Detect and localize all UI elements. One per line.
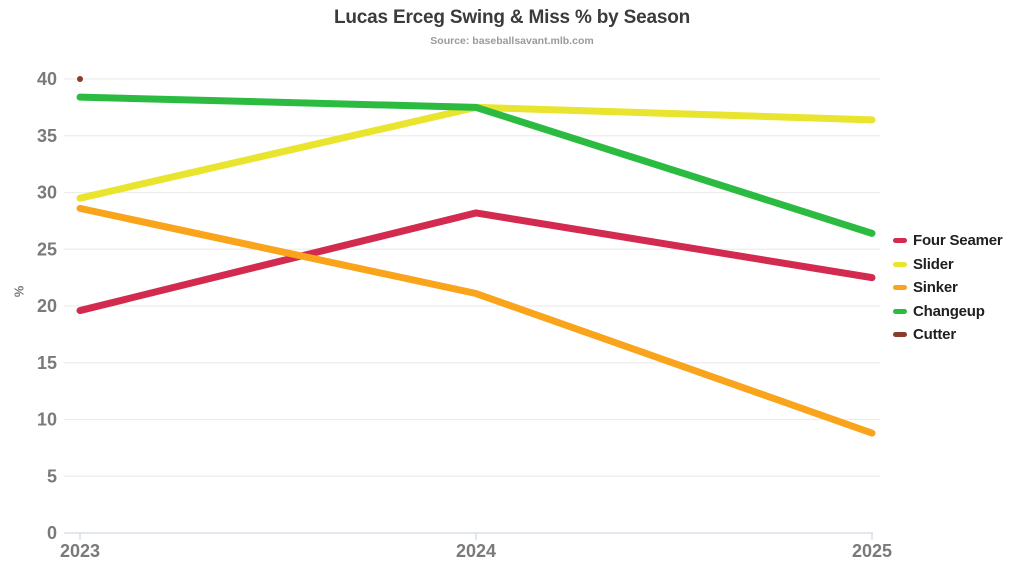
legend-label: Changeup bbox=[913, 302, 985, 320]
legend-label: Slider bbox=[913, 255, 954, 273]
legend-item-slider: Slider bbox=[893, 253, 1023, 277]
legend-swatch-icon bbox=[893, 332, 907, 338]
series-line-sinker bbox=[76, 204, 876, 437]
legend-label: Sinker bbox=[913, 279, 958, 297]
y-tick-label: 10 bbox=[37, 410, 57, 430]
legend-swatch-icon bbox=[893, 261, 907, 267]
legend-item-changeup: Changeup bbox=[893, 300, 1023, 324]
y-tick-label: 15 bbox=[37, 353, 57, 373]
legend-swatch-icon bbox=[893, 308, 907, 314]
y-tick-label: 0 bbox=[47, 523, 57, 543]
legend-item-cutter: Cutter bbox=[893, 323, 1023, 347]
y-tick-label: 25 bbox=[37, 239, 57, 259]
x-tick-label: 2023 bbox=[60, 541, 100, 561]
y-tick-label: 40 bbox=[37, 69, 57, 89]
y-tick-label: 20 bbox=[37, 296, 57, 316]
series-line-slider bbox=[76, 103, 876, 202]
y-tick-label: 5 bbox=[47, 466, 57, 486]
y-tick-label: 30 bbox=[37, 183, 57, 203]
legend-label: Cutter bbox=[913, 326, 956, 344]
x-tick-label: 2024 bbox=[456, 541, 496, 561]
series-line-changeup bbox=[76, 93, 876, 237]
legend-swatch-icon bbox=[893, 238, 907, 244]
legend-item-four-seamer: Four Seamer bbox=[893, 229, 1023, 253]
legend-label: Four Seamer bbox=[913, 232, 1003, 250]
chart-subtitle: Source: baseballsavant.mlb.com bbox=[430, 35, 594, 47]
legend-item-sinker: Sinker bbox=[893, 276, 1023, 300]
legend-swatch-icon bbox=[893, 285, 907, 291]
legend: Four Seamer Slider Sinker Changeup Cutte… bbox=[893, 229, 1023, 347]
y-tick-label: 35 bbox=[37, 126, 57, 146]
series-line-four-seamer bbox=[76, 209, 876, 315]
chart-title: Lucas Erceg Swing & Miss % by Season bbox=[333, 7, 691, 28]
series-point-cutter bbox=[77, 76, 83, 82]
x-tick-label: 2025 bbox=[852, 541, 892, 561]
